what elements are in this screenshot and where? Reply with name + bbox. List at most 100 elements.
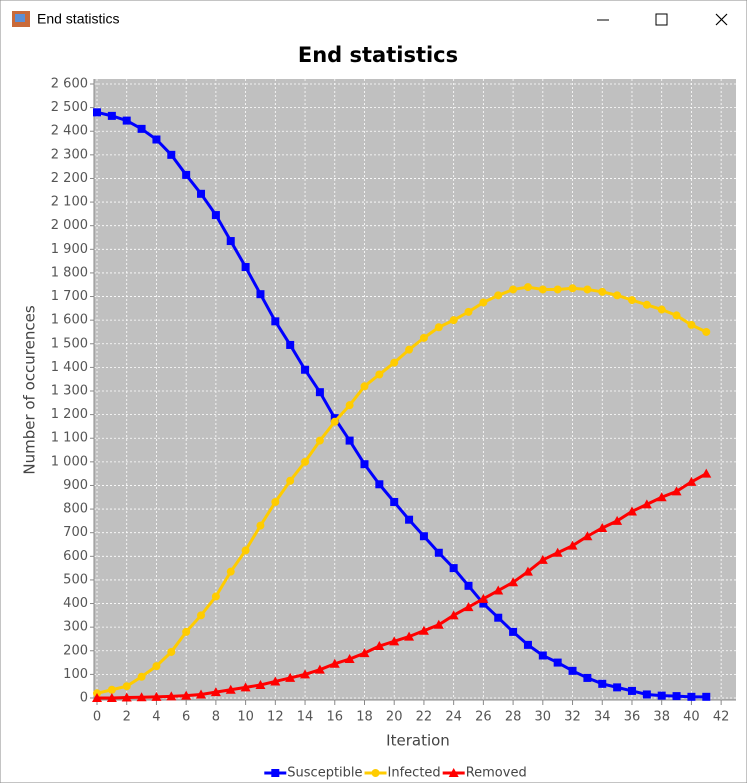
- y-tick-label: 1 900: [51, 242, 88, 257]
- marker: [211, 211, 220, 220]
- marker: [225, 684, 236, 694]
- plot-area: [94, 79, 736, 700]
- marker: [494, 291, 503, 300]
- marker: [389, 636, 400, 646]
- x-tick-label: 36: [624, 710, 641, 725]
- marker: [478, 593, 489, 603]
- marker: [626, 506, 637, 516]
- marker: [106, 693, 117, 702]
- marker: [93, 108, 101, 117]
- marker: [92, 693, 102, 702]
- maximize-button[interactable]: [655, 13, 668, 26]
- marker: [523, 640, 532, 649]
- y-tick-label: 700: [63, 525, 88, 540]
- y-tick-label: 900: [63, 478, 88, 493]
- marker: [314, 664, 325, 674]
- marker: [434, 548, 443, 557]
- marker: [107, 685, 116, 694]
- y-tick-label: 200: [63, 643, 88, 658]
- marker: [152, 135, 161, 144]
- app-icon-detail: [15, 14, 25, 22]
- marker: [598, 679, 607, 688]
- legend-marker: [271, 769, 280, 777]
- marker: [226, 567, 235, 576]
- title-bar: End statistics: [1, 1, 746, 39]
- marker: [151, 691, 162, 701]
- marker: [405, 345, 414, 354]
- marker: [672, 692, 681, 701]
- y-tick-label: 2 200: [51, 171, 88, 186]
- marker: [241, 263, 250, 272]
- marker: [657, 305, 666, 314]
- marker: [405, 515, 414, 524]
- marker: [286, 476, 295, 485]
- x-tick-label: 0: [93, 710, 101, 725]
- x-tick-label: 12: [267, 710, 284, 725]
- marker: [537, 554, 548, 564]
- legend-item: Removed: [442, 766, 527, 781]
- marker: [508, 577, 519, 587]
- x-tick-label: 28: [505, 710, 522, 725]
- marker: [656, 492, 667, 502]
- y-tick-label: 1 200: [51, 407, 88, 422]
- x-tick-label: 2: [123, 710, 131, 725]
- marker: [166, 691, 177, 701]
- marker: [568, 666, 577, 675]
- marker: [210, 687, 221, 697]
- marker: [240, 682, 251, 692]
- marker: [418, 625, 429, 635]
- x-tick-label: 16: [326, 710, 343, 725]
- marker: [553, 658, 562, 667]
- marker: [538, 651, 547, 660]
- marker: [567, 540, 578, 550]
- marker: [375, 370, 384, 379]
- close-button[interactable]: [715, 13, 728, 26]
- marker: [583, 673, 592, 682]
- marker: [181, 690, 192, 700]
- marker: [404, 631, 415, 641]
- y-tick-label: 2 500: [51, 100, 88, 115]
- y-tick-label: 1 000: [51, 454, 88, 469]
- legend-label: Removed: [466, 766, 527, 781]
- marker: [182, 170, 191, 179]
- marker: [211, 592, 220, 601]
- marker: [375, 480, 384, 489]
- marker: [509, 627, 518, 636]
- marker: [613, 683, 622, 692]
- y-tick-label: 1 100: [51, 431, 88, 446]
- marker: [627, 296, 636, 305]
- y-tick-label: 1 300: [51, 384, 88, 399]
- marker: [136, 692, 147, 702]
- legend-marker: [448, 768, 459, 777]
- marker: [522, 566, 533, 576]
- marker: [568, 284, 577, 293]
- x-tick-label: 24: [445, 710, 462, 725]
- marker: [464, 307, 473, 316]
- legend-label: Infected: [388, 766, 441, 781]
- x-tick-label: 32: [564, 710, 581, 725]
- y-tick-label: 400: [63, 596, 88, 611]
- y-tick-label: 2 000: [51, 218, 88, 233]
- x-tick-label: 26: [475, 710, 492, 725]
- x-tick-label: 14: [297, 710, 314, 725]
- x-tick-label: 6: [182, 710, 190, 725]
- marker: [553, 285, 562, 294]
- y-tick-label: 2 300: [51, 147, 88, 162]
- marker: [271, 317, 280, 326]
- marker: [552, 547, 563, 557]
- y-tick-label: 1 400: [51, 360, 88, 375]
- x-tick-label: 4: [152, 710, 160, 725]
- marker: [686, 476, 697, 486]
- marker: [627, 686, 636, 695]
- marker: [434, 323, 443, 332]
- marker: [255, 680, 266, 690]
- marker: [390, 497, 399, 506]
- legend-item: Susceptible: [264, 766, 363, 781]
- marker: [359, 648, 370, 658]
- x-tick-label: 20: [386, 710, 403, 725]
- title-bar-bg: [1, 1, 746, 39]
- marker: [167, 647, 176, 656]
- marker: [107, 111, 116, 120]
- marker: [464, 581, 473, 590]
- marker: [449, 564, 458, 573]
